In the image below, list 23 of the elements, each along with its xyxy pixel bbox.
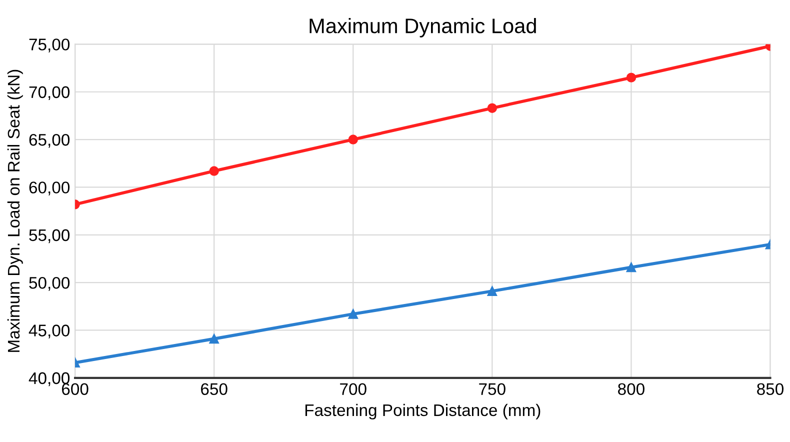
y-axis-title: Maximum Dyn. Load on Rail Seat (kN) [7,70,23,352]
point [487,103,498,113]
point [348,309,358,319]
point [209,334,219,344]
x-tick-label: 750 [479,383,506,396]
y-tick-label: 65,00 [29,134,70,148]
point [209,166,219,176]
y-tick-label: 60,00 [29,182,70,196]
x-tick-label: 850 [757,383,784,396]
point [626,72,636,82]
y-tick-label: 50,00 [29,276,70,291]
x-tick-label: 800 [618,383,644,396]
y-tick-label: 45,00 [28,324,70,338]
y-tick-label: 70,00 [29,86,70,100]
y-tick-label: 55,00 [29,229,70,244]
point [626,262,636,272]
x-tick-label: 700 [340,383,366,396]
chart-title: Maximum Dynamic Load [310,18,536,38]
point [487,286,498,296]
x-axis-title: Fastening Points Distance (mm) [305,404,540,420]
point [348,134,358,144]
x-tick-label: 650 [201,383,228,396]
y-tick-label: 75,00 [29,38,70,52]
